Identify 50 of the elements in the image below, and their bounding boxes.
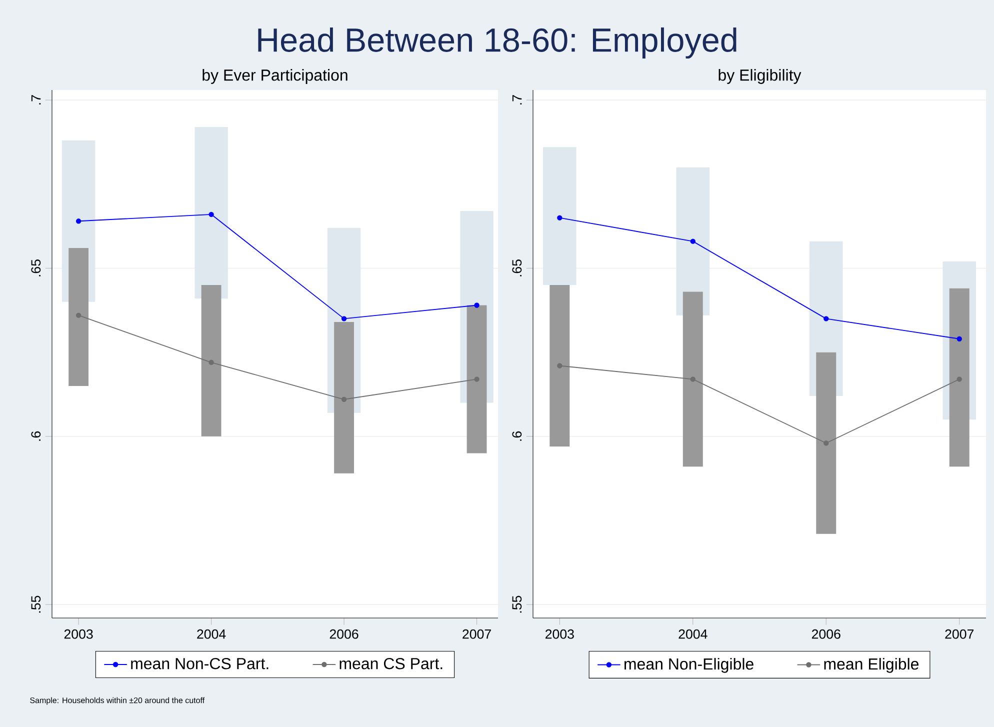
point [76, 312, 82, 318]
bar [68, 248, 89, 386]
bar [194, 126, 228, 298]
text: Sample: Households within ±20 around the cutoff [30, 697, 205, 705]
bar [816, 352, 836, 534]
point [208, 212, 214, 218]
y-tick-label: .55 [512, 596, 522, 613]
legend-label: mean Non-CS Part. [131, 658, 268, 670]
point [690, 376, 696, 382]
x-tick-label: 2004 [197, 629, 226, 639]
point [474, 376, 480, 382]
point [557, 363, 562, 368]
legend-label: mean CS Part. [340, 658, 442, 670]
point [341, 316, 347, 322]
point [824, 316, 829, 322]
y-tick-label: .65 [31, 260, 41, 276]
x-tick-label: 2003 [64, 629, 93, 639]
chart-subtitle: by Ever Participation [202, 69, 348, 84]
point [341, 396, 347, 402]
x-tick-label: 2007 [945, 629, 974, 639]
chart-title: Head Between 18-60: Employed [258, 27, 736, 59]
y-tick-label: .6 [512, 431, 522, 441]
x-tick-label: 2003 [545, 629, 574, 639]
bar [334, 322, 354, 474]
x-tick-label: 2007 [462, 629, 491, 639]
x-tick-label: 2006 [812, 629, 840, 639]
bar [466, 305, 487, 454]
point [208, 360, 214, 366]
bar [201, 285, 222, 436]
point [690, 238, 696, 244]
point [824, 440, 829, 446]
point [956, 376, 962, 382]
y-tick-label: .55 [31, 596, 41, 613]
bar [543, 147, 576, 286]
point [474, 302, 480, 308]
point [956, 336, 962, 342]
bar [550, 285, 570, 446]
point [557, 215, 562, 220]
y-tick-label: .7 [512, 95, 522, 104]
point [76, 218, 82, 224]
y-tick-label: .65 [512, 260, 522, 276]
y-tick-label: .6 [31, 431, 41, 441]
x-tick-label: 2004 [678, 629, 708, 639]
y-tick-label: .7 [31, 95, 41, 104]
bar [682, 292, 703, 467]
bar [949, 288, 970, 467]
x-tick-label: 2006 [330, 629, 358, 639]
chart-subtitle: by Eligibility [718, 69, 802, 84]
legend-label: mean Eligible [824, 658, 919, 673]
legend-label: mean Non-Eligible [624, 658, 754, 673]
